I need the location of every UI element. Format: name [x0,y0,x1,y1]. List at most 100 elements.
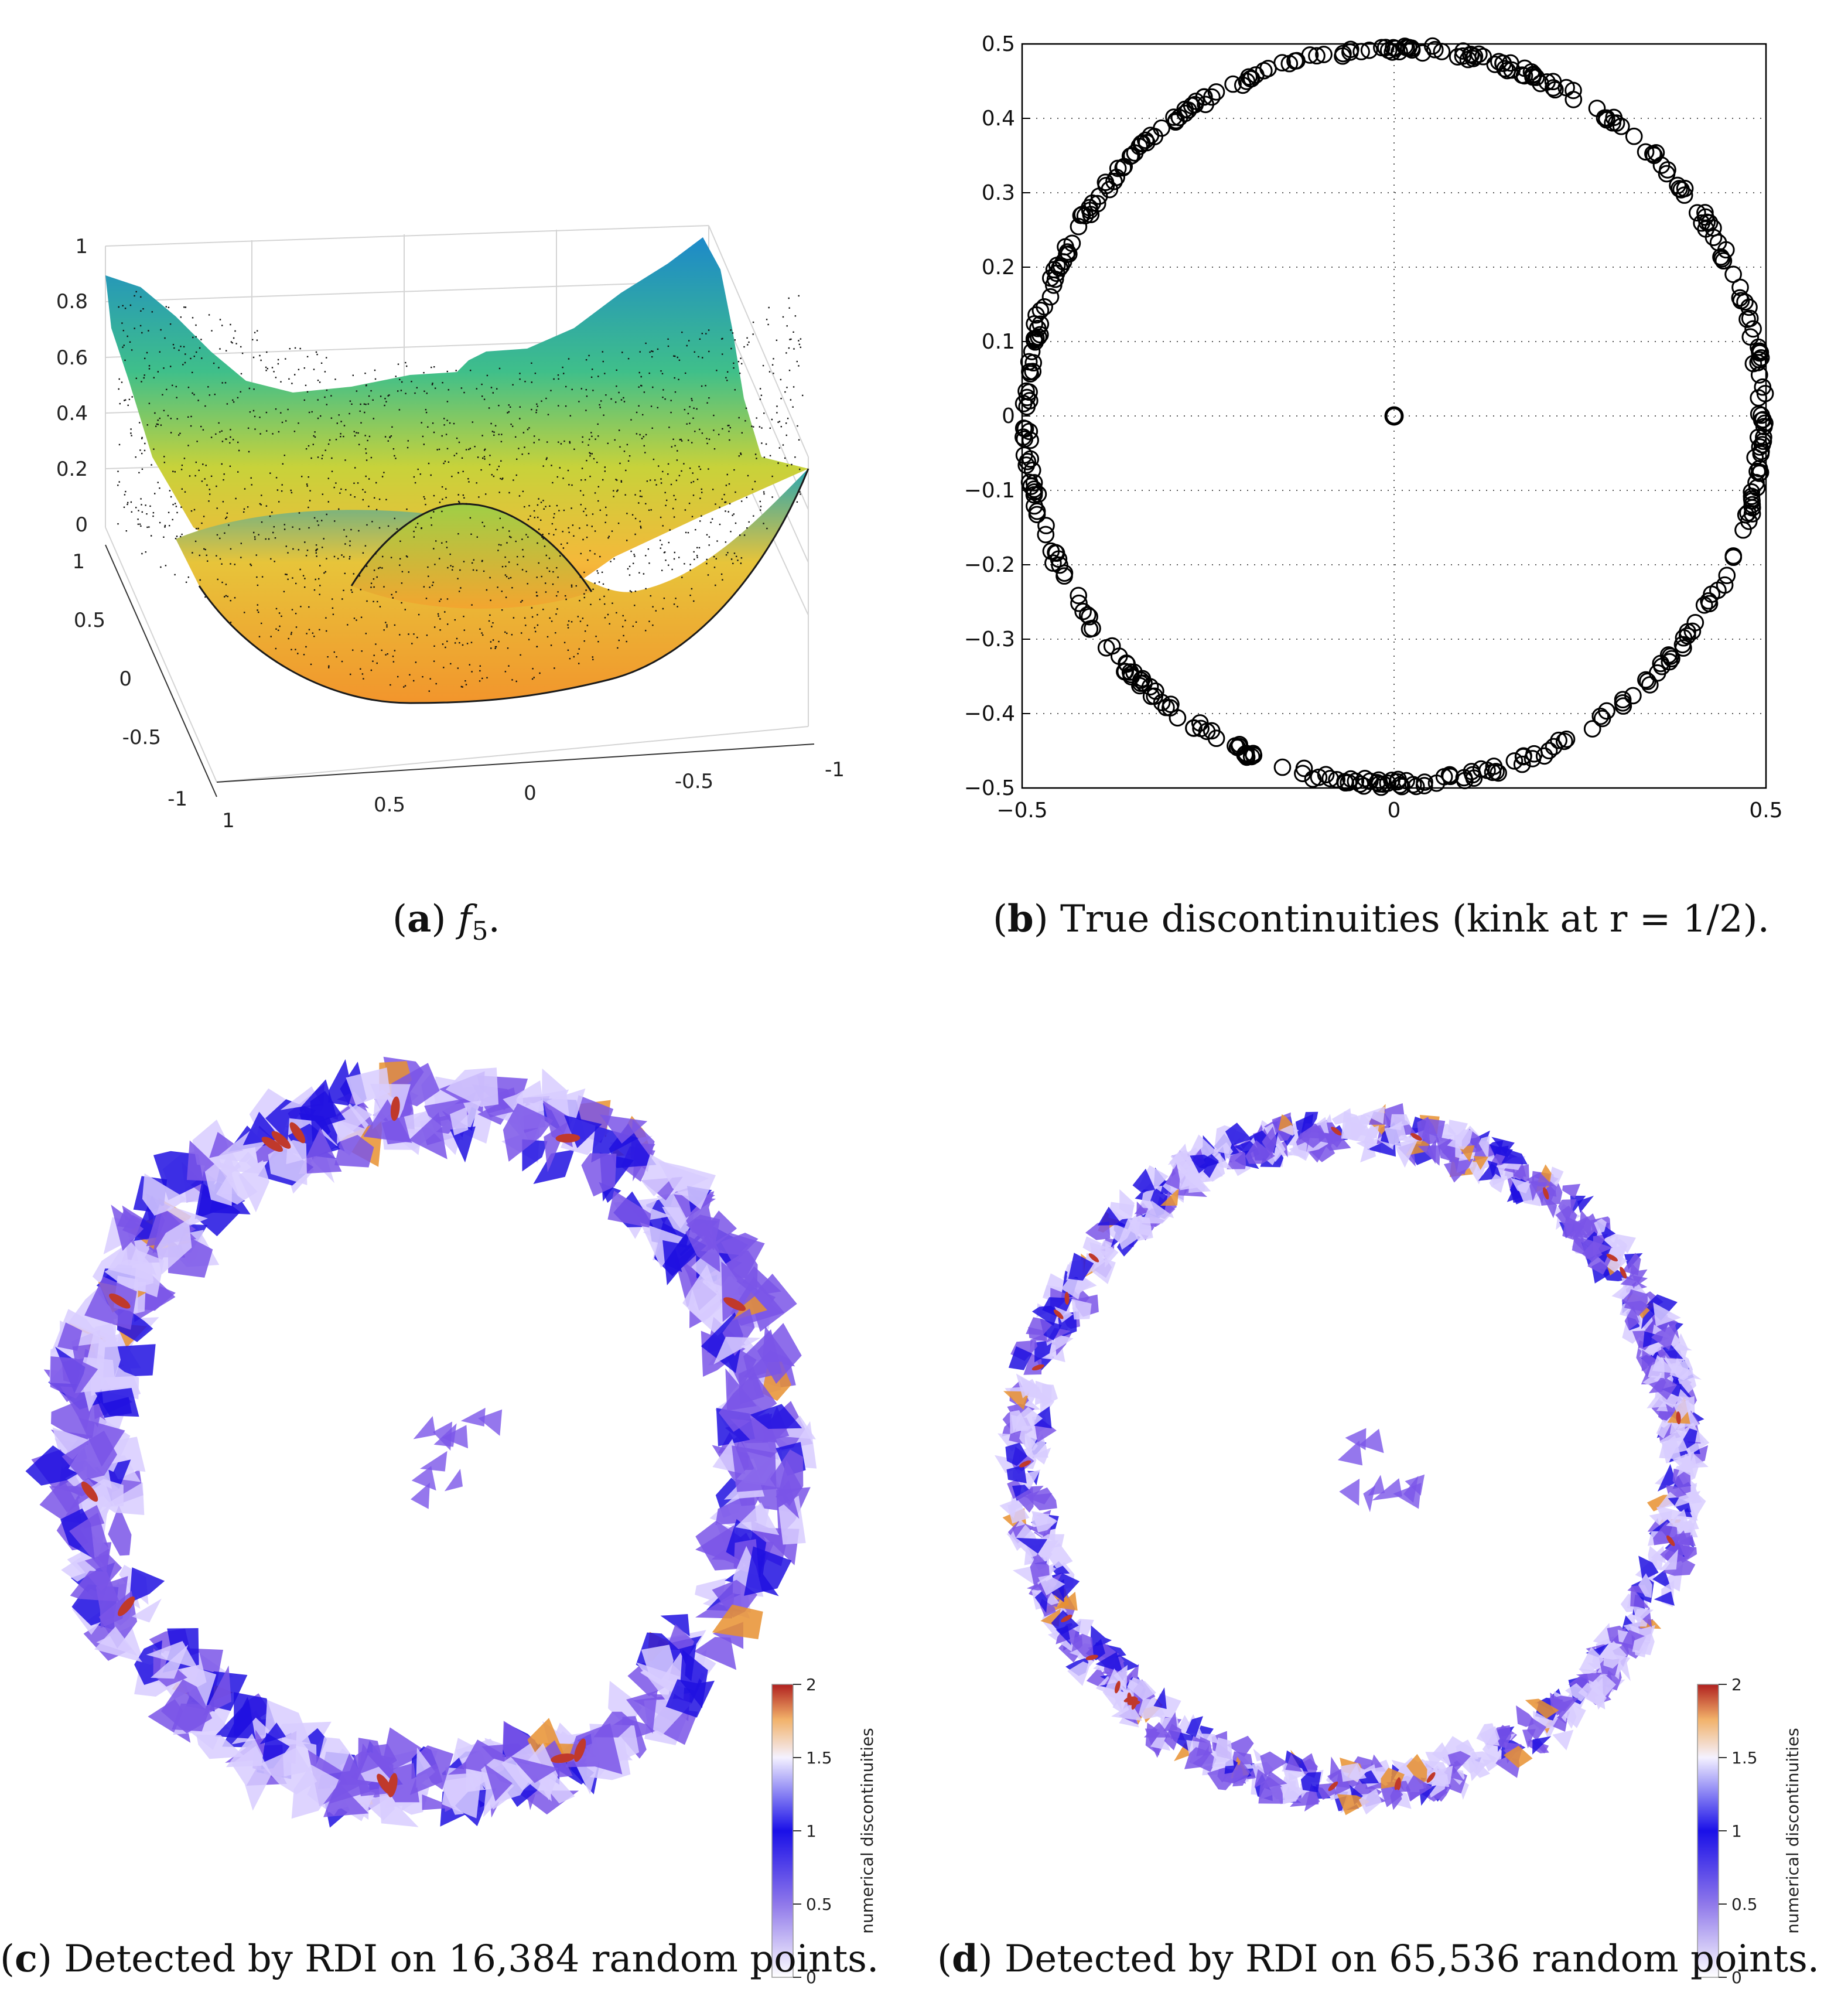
discontinuity-marker [1240,68,1258,86]
discontinuity-patch [1641,1349,1659,1372]
discontinuity-patch [1188,1134,1217,1160]
high-value-streak [1331,1127,1342,1136]
discontinuity-patch [1067,1661,1091,1686]
high-value-streak [1053,1309,1064,1319]
discontinuity-patch [161,1679,213,1734]
discontinuity-marker [1028,502,1046,520]
discontinuity-patch [1489,1173,1505,1193]
interior-patch [1363,1485,1376,1513]
discontinuity-marker [1073,206,1091,223]
panel-d-colorbar: 2 1.5 1 0.5 0 numerical discontinuities [1697,1675,1802,1987]
discontinuity-marker [1142,687,1160,705]
interior-patch [1372,1478,1402,1501]
discontinuity-marker [1704,228,1723,247]
discontinuity-patch [1316,1117,1329,1134]
caption-a-sub: 5 [472,916,488,946]
discontinuity-patch [1006,1465,1027,1483]
high-value-streak [377,1773,392,1795]
discontinuity-patch [1426,1765,1453,1785]
discontinuity-patch [1576,1673,1603,1682]
discontinuity-marker [1141,678,1159,696]
discontinuity-patch [104,1482,145,1515]
y-tick-label: 0 [119,667,132,691]
discontinuity-patch [1028,1434,1048,1458]
discontinuity-patch [680,1649,708,1708]
discontinuity-patch [61,1557,97,1582]
discontinuity-marker [1052,257,1070,275]
interior-patch [420,1451,448,1472]
discontinuity-patch [1227,1150,1246,1169]
discontinuity-patch [1652,1355,1678,1374]
discontinuity-patch [1071,1298,1092,1320]
discontinuity-patch [1688,1454,1709,1468]
discontinuity-patch [261,1732,290,1769]
discontinuity-marker [1315,46,1333,63]
discontinuity-patch [1301,1111,1318,1134]
discontinuity-patch [522,1139,548,1172]
discontinuity-patch [1327,1769,1351,1789]
discontinuity-marker [1070,594,1088,612]
discontinuity-patch [1447,1751,1471,1775]
discontinuity-patch [1026,1317,1052,1335]
colorbar-label: numerical discontinuities [858,1728,877,1934]
discontinuity-patch [1326,1134,1351,1151]
high-value-streak [390,1096,400,1121]
discontinuity-marker [1709,234,1727,251]
discontinuity-marker [1614,697,1632,715]
discontinuity-marker [1591,707,1610,725]
discontinuity-patch [1262,1126,1277,1158]
discontinuity-marker [1023,343,1041,360]
y-tick-label: −0.5 [964,776,1015,800]
discontinuity-patch [732,1292,767,1321]
discontinuity-marker [1647,144,1665,162]
discontinuity-patch [95,1388,139,1417]
y-tick-label: 0.5 [74,609,105,632]
discontinuity-marker [1688,204,1706,222]
discontinuity-patch [1651,1546,1666,1564]
discontinuity-marker [1736,293,1754,311]
colorbar-tick-label: 0 [1731,1968,1742,1987]
high-value-streak [1394,1778,1400,1790]
discontinuity-patch [1673,1490,1701,1508]
discontinuity-patch [1624,1305,1639,1330]
discontinuity-patch [1651,1323,1676,1350]
discontinuity-patch [1095,1652,1123,1673]
high-value-streak [551,1753,575,1763]
discontinuity-patch [261,1748,317,1794]
discontinuity-patch [1068,1633,1094,1662]
discontinuity-marker [1513,755,1531,773]
discontinuity-marker [1023,461,1041,479]
caption-a: (a) f5. [392,897,500,946]
panel-c-ring-heatmap [25,1056,817,1828]
discontinuity-patch [1007,1503,1030,1524]
discontinuity-patch [1034,1406,1052,1429]
discontinuity-patch [1672,1468,1691,1494]
discontinuity-marker [1020,422,1039,441]
interior-patch [460,1407,486,1427]
discontinuity-patch [111,1205,144,1251]
discontinuity-patch [1657,1463,1676,1492]
discontinuity-patch [1638,1573,1652,1598]
caption-d: (d) Detected by RDI on 65,536 random poi… [937,1937,1819,1981]
discontinuity-marker [1084,194,1101,212]
discontinuity-patch [1669,1532,1691,1546]
discontinuity-patch [1578,1683,1608,1705]
discontinuity-patch [1165,1164,1180,1190]
discontinuity-patch [1532,1736,1552,1755]
discontinuity-marker [1301,46,1319,64]
discontinuity-marker [1334,47,1351,65]
discontinuity-patch [1632,1609,1654,1622]
caption-a-letter: a [407,897,431,941]
discontinuity-patch [581,1153,617,1197]
caption-b: (b) True discontinuities (kink at r = 1/… [993,897,1770,941]
colorbar-tick-label: 0.5 [806,1895,832,1914]
discontinuity-patch [778,1495,806,1545]
high-value-streak [1410,1133,1422,1141]
caption-c-letter: c [15,1937,37,1981]
discontinuity-marker [1070,586,1088,605]
discontinuity-patch [682,1264,722,1323]
discontinuity-marker [1524,68,1542,86]
high-value-streak [1019,1460,1031,1468]
discontinuity-patch [1591,1677,1603,1697]
